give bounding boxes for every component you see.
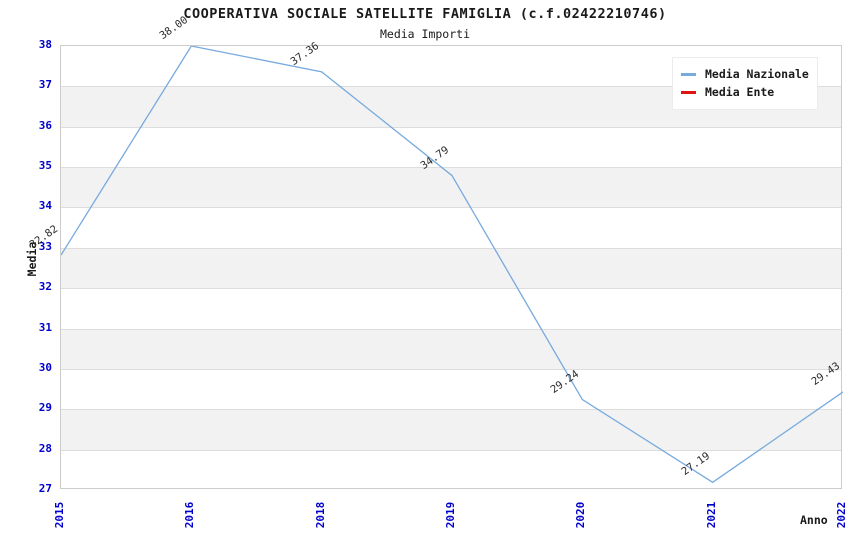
y-tick-label: 38 [38, 38, 52, 51]
background-band [61, 167, 841, 208]
y-tick-label: 27 [38, 482, 52, 495]
y-tick-label: 37 [38, 78, 52, 92]
gridline [61, 247, 841, 249]
y-tick-label: 32 [38, 280, 52, 294]
gridline [61, 288, 841, 290]
legend-label: Media Nazionale [705, 67, 809, 81]
chart-subtitle: Media Importi [379, 27, 470, 41]
y-tick-label: 33 [38, 239, 52, 253]
x-tick-label: 2020 [574, 501, 588, 529]
y-tick-label: 34 [38, 199, 52, 213]
legend-entry: Media Nazionale [681, 66, 809, 82]
legend-entry: Media Ente [681, 84, 809, 100]
background-band [61, 328, 841, 369]
chart-title: COOPERATIVA SOCIALE SATELLITE FAMIGLIA (… [183, 6, 667, 22]
legend-line-swatch [681, 72, 696, 76]
background-band [61, 409, 841, 450]
x-tick-label: 2016 [183, 501, 197, 529]
y-tick-label: 29 [38, 401, 52, 415]
legend-line-swatch [681, 90, 696, 94]
x-tick-label: 2018 [313, 501, 327, 529]
x-tick-label: 2015 [53, 501, 66, 529]
gridline [61, 368, 841, 370]
y-tick-label: 28 [38, 441, 52, 455]
y-tick-label: 35 [38, 159, 52, 173]
gridline [61, 126, 841, 128]
gridline [61, 86, 841, 88]
legend: Media Nazionale Media Ente [672, 57, 818, 110]
gridline [61, 167, 841, 169]
background-band [61, 247, 841, 289]
y-tick-label: 30 [38, 360, 52, 374]
x-tick-label: 2019 [444, 501, 457, 529]
y-tick-label: 36 [38, 118, 52, 132]
line-series-svg [61, 46, 843, 484]
x-tick-label: 2021 [704, 501, 718, 529]
plot-area: 32.82 38.00 37.36 34.79 29.24 27.19 29.43 [27, 14, 843, 489]
gridline [61, 328, 841, 330]
legend-label: Media Ente [705, 85, 775, 99]
y-tick-label: 31 [38, 320, 52, 334]
x-axis-label: Anno [800, 513, 828, 527]
series-line-media-nazionale [61, 46, 843, 484]
gridline [61, 449, 841, 451]
x-tick-label: 2022 [835, 501, 848, 529]
gridline [61, 409, 841, 411]
gridline [61, 207, 841, 209]
